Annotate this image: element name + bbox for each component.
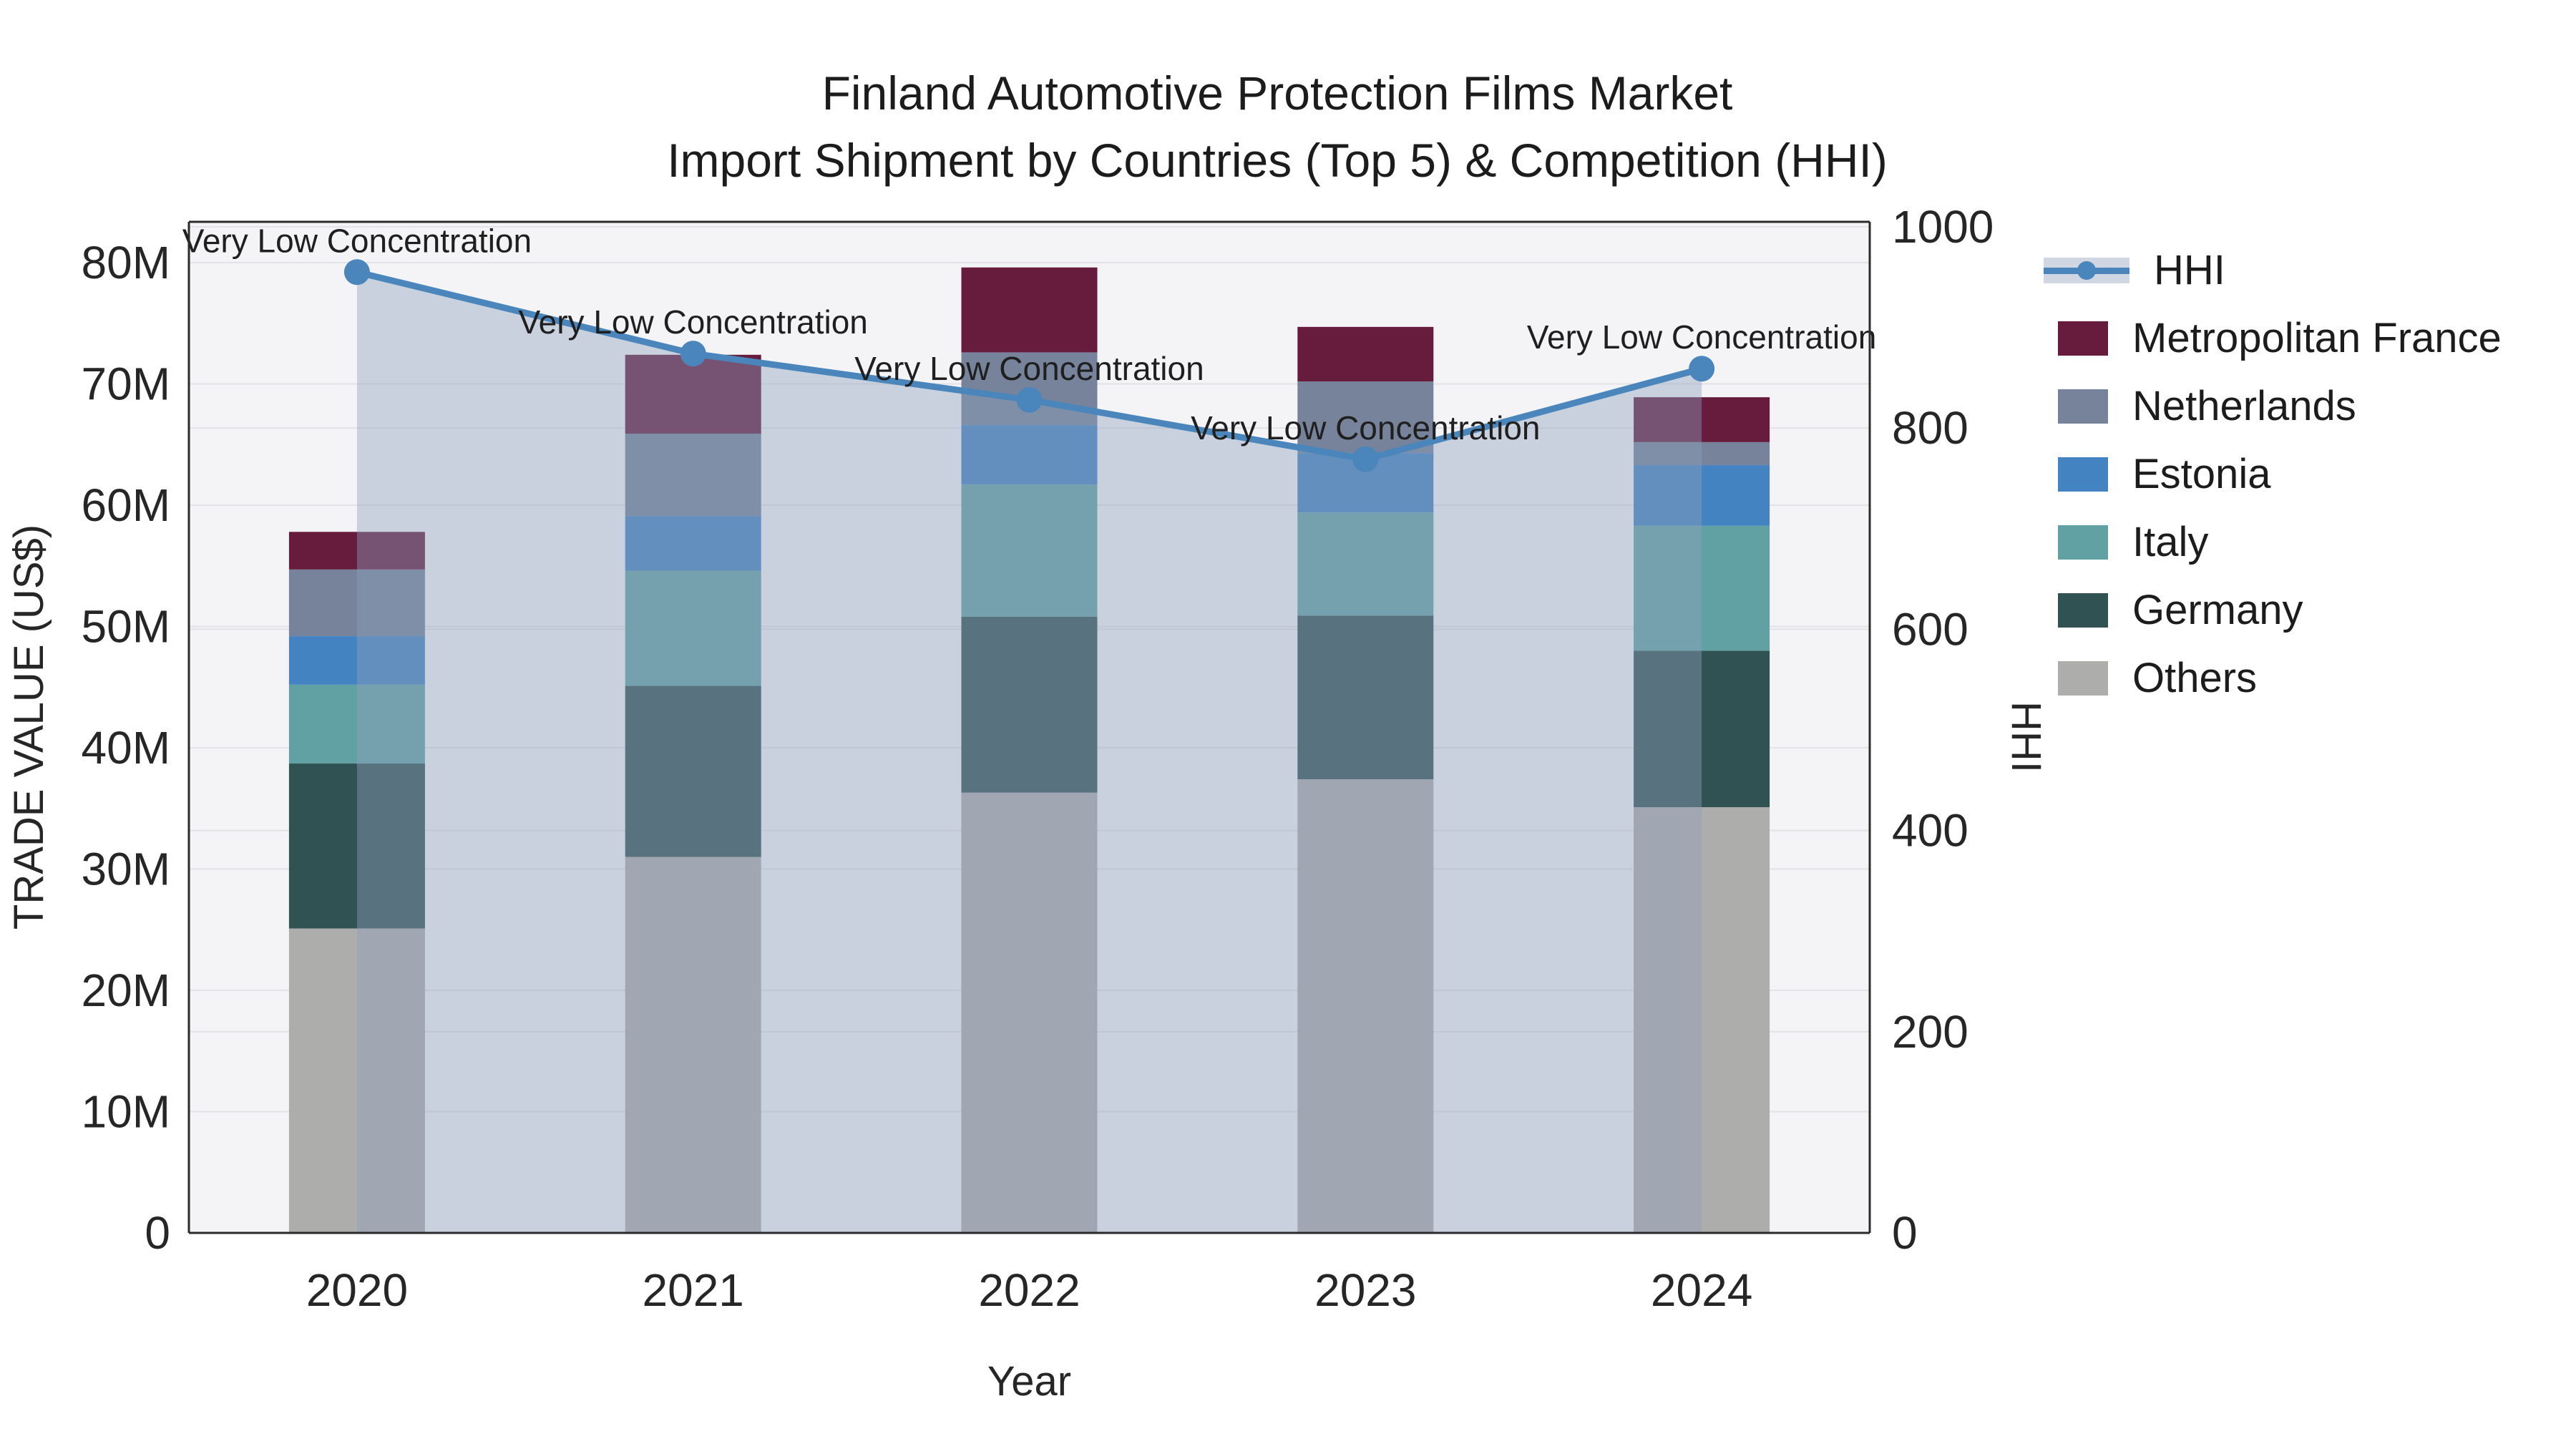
legend-row: HHI bbox=[2044, 236, 2573, 304]
bar-segment-2023-italy bbox=[1297, 512, 1434, 616]
bar-segment-2021-estonia bbox=[625, 516, 761, 571]
bar-segment-2023-germany bbox=[1297, 615, 1434, 780]
left-tick-80M: 80M bbox=[82, 237, 171, 288]
bar-segment-2020-italy bbox=[288, 684, 425, 764]
bar-segment-2022-others bbox=[961, 792, 1098, 1233]
x-tick-2020: 2020 bbox=[306, 1264, 408, 1316]
annotation-2021: Very Low Concentration bbox=[519, 303, 868, 341]
legend-row: Metropolitan France bbox=[2044, 304, 2573, 372]
legend-label-germany: Germany bbox=[2132, 587, 2303, 633]
bar-segment-2024-netherlands bbox=[1634, 441, 1770, 466]
bar-segment-2021-germany bbox=[625, 686, 761, 857]
legend-label-italy: Italy bbox=[2132, 519, 2209, 565]
bar-segment-2022-italy bbox=[961, 484, 1098, 617]
right-tick-0: 0 bbox=[1892, 1207, 1918, 1259]
bar-segment-2023-netherlands bbox=[1297, 381, 1434, 454]
annotation-2024: Very Low Concentration bbox=[1527, 318, 1876, 356]
hhi-marker-2020 bbox=[343, 259, 370, 286]
right-tick-800: 800 bbox=[1892, 402, 1968, 454]
legend-label-estonia: Estonia bbox=[2132, 451, 2271, 497]
right-tick-1000: 1000 bbox=[1892, 201, 1994, 253]
bar-segment-2024-germany bbox=[1634, 650, 1770, 808]
legend-label-netherlands: Netherlands bbox=[2132, 383, 2356, 429]
bar-segment-2024-metropolitan-france bbox=[1634, 397, 1770, 442]
bar-segment-2024-italy bbox=[1634, 525, 1770, 651]
left-tick-0: 0 bbox=[145, 1207, 170, 1259]
legend-hhi-marker-swatch bbox=[2077, 260, 2096, 280]
x-tick-2022: 2022 bbox=[978, 1264, 1080, 1316]
x-tick-2024: 2024 bbox=[1651, 1264, 1752, 1316]
right-tick-200: 200 bbox=[1892, 1006, 1968, 1058]
bar-segment-2022-germany bbox=[961, 616, 1098, 793]
bar-segment-2020-others bbox=[288, 928, 425, 1233]
legend-swatch-germany bbox=[2058, 592, 2108, 628]
legend-row: Italy bbox=[2044, 508, 2573, 576]
bar-segment-2024-others bbox=[1634, 807, 1770, 1233]
bar-segment-2021-netherlands bbox=[625, 433, 761, 517]
right-tick-400: 400 bbox=[1892, 805, 1968, 857]
legend-swatch-netherlands bbox=[2058, 389, 2108, 424]
hhi-marker-2021 bbox=[680, 341, 706, 367]
right-axis-label: HHI bbox=[2003, 701, 2049, 773]
legend-label-hhi: HHI bbox=[2154, 247, 2225, 293]
bar-segment-2020-germany bbox=[288, 763, 425, 929]
bar-segment-2021-italy bbox=[625, 570, 761, 686]
left-tick-60M: 60M bbox=[82, 479, 171, 531]
bar-segment-2022-metropolitan-france bbox=[961, 267, 1098, 353]
bar-segment-2020-estonia bbox=[288, 636, 425, 685]
legend-swatch-italy bbox=[2058, 525, 2108, 560]
bar-segment-2021-metropolitan-france bbox=[625, 354, 761, 434]
legend: HHI Metropolitan France Netherlands Estonia… bbox=[2044, 236, 2573, 712]
right-tick-600: 600 bbox=[1892, 603, 1968, 655]
annotation-2020: Very Low Concentration bbox=[182, 222, 532, 259]
legend-row: Netherlands bbox=[2044, 372, 2573, 440]
legend-row: Others bbox=[2044, 644, 2573, 712]
hhi-marker-2022 bbox=[1016, 386, 1043, 413]
bar-segment-2022-estonia bbox=[961, 425, 1098, 485]
legend-row: Estonia bbox=[2044, 440, 2573, 508]
hhi-marker-2024 bbox=[1689, 356, 1715, 382]
legend-label-others: Others bbox=[2132, 655, 2258, 701]
legend-swatch-estonia bbox=[2058, 457, 2108, 492]
chart-title: Finland Automotive Protection Films Mark… bbox=[821, 67, 1733, 119]
bar-segment-2023-others bbox=[1297, 779, 1434, 1233]
x-tick-2021: 2021 bbox=[643, 1264, 744, 1316]
left-tick-70M: 70M bbox=[82, 358, 171, 410]
legend-swatch-metropolitan-france bbox=[2058, 321, 2108, 356]
legend-hhi-line-sample bbox=[2044, 257, 2129, 283]
annotation-2023: Very Low Concentration bbox=[1191, 409, 1540, 447]
left-tick-40M: 40M bbox=[82, 722, 171, 774]
bar-segment-2023-metropolitan-france bbox=[1297, 326, 1434, 382]
bar-segment-2020-netherlands bbox=[288, 569, 425, 637]
hhi-area-fill bbox=[356, 272, 1702, 1233]
left-axis-label: TRADE VALUE (US$) bbox=[6, 525, 52, 930]
bar-segment-2021-others bbox=[625, 857, 761, 1233]
left-tick-30M: 30M bbox=[82, 844, 171, 895]
legend-row: Germany bbox=[2044, 576, 2573, 644]
bar-segment-2024-estonia bbox=[1634, 465, 1770, 526]
legend-swatch-others bbox=[2058, 660, 2108, 696]
hhi-marker-2023 bbox=[1352, 446, 1379, 472]
chart-subtitle: Import Shipment by Countries (Top 5) & C… bbox=[667, 134, 1888, 187]
bar-segment-2020-metropolitan-france bbox=[288, 532, 425, 570]
left-tick-10M: 10M bbox=[82, 1086, 171, 1138]
annotation-2022: Very Low Concentration bbox=[854, 350, 1204, 387]
x-axis-label: Year bbox=[987, 1358, 1071, 1405]
legend-label-metropolitan-france: Metropolitan France bbox=[2132, 315, 2502, 361]
x-tick-2023: 2023 bbox=[1314, 1264, 1416, 1316]
left-tick-20M: 20M bbox=[82, 965, 171, 1016]
left-tick-50M: 50M bbox=[82, 601, 171, 653]
